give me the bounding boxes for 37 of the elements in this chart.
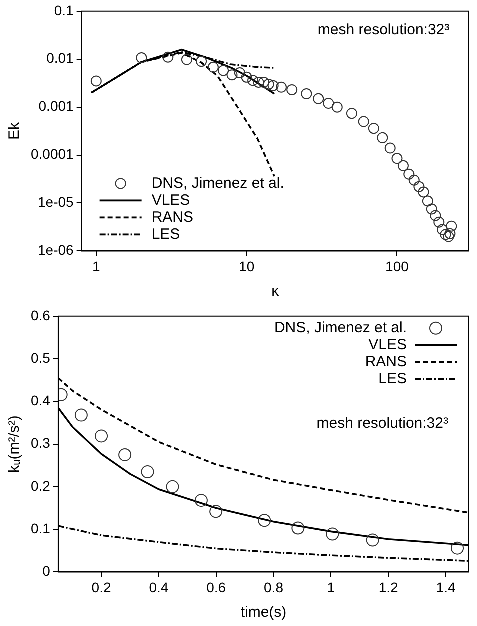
x-tick-label: 1 [327,579,336,596]
annotation: mesh resolution:32³ [318,22,450,39]
x-axis-title: κ [272,283,280,300]
x-axis-title: time(s) [240,604,287,622]
y-axis-title: Ek [6,122,24,140]
y-tick-label: 0.001 [38,98,74,114]
x-tick-label: 0.2 [92,579,112,596]
legend-label: RANS [152,208,194,226]
legend-label: DNS, Jimenez et al. [152,174,284,192]
x-tick-label: 1 [92,258,100,274]
y-axis-title: kᵤ(m²/s²) [6,416,24,473]
y-tick-label: 0.6 [30,307,51,324]
y-tick-label: 0.5 [30,350,51,366]
legend-label: DNS, Jimenez et al. [274,320,407,337]
x-tick-label: 0.8 [264,579,284,596]
x-tick-label: 0.6 [206,579,226,596]
annotation: mesh resolution:32³ [316,414,448,432]
legend-label: RANS [365,354,407,371]
legend-label: LES [152,226,180,243]
x-tick-label: 1.2 [378,579,399,596]
y-tick-label: 0 [42,563,51,580]
x-tick-label: 1.4 [436,579,456,596]
y-tick-label: 0.2 [30,478,51,494]
legend-label: VLES [368,336,407,354]
y-tick-label: 0.0001 [30,146,74,162]
y-tick-label: 0.1 [30,520,51,536]
x-tick-label: 10 [239,258,255,274]
y-tick-label: 0.3 [30,435,51,452]
legend-label: LES [378,370,407,388]
y-tick-label: 0.1 [54,2,74,18]
y-tick-label: 1e-06 [38,242,74,258]
legend-label: VLES [152,192,190,209]
x-tick-label: 100 [386,258,410,274]
x-tick-label: 0.4 [149,579,169,596]
y-tick-label: 1e-05 [38,194,74,210]
y-tick-label: 0.01 [46,50,74,66]
y-tick-label: 0.4 [30,392,51,409]
